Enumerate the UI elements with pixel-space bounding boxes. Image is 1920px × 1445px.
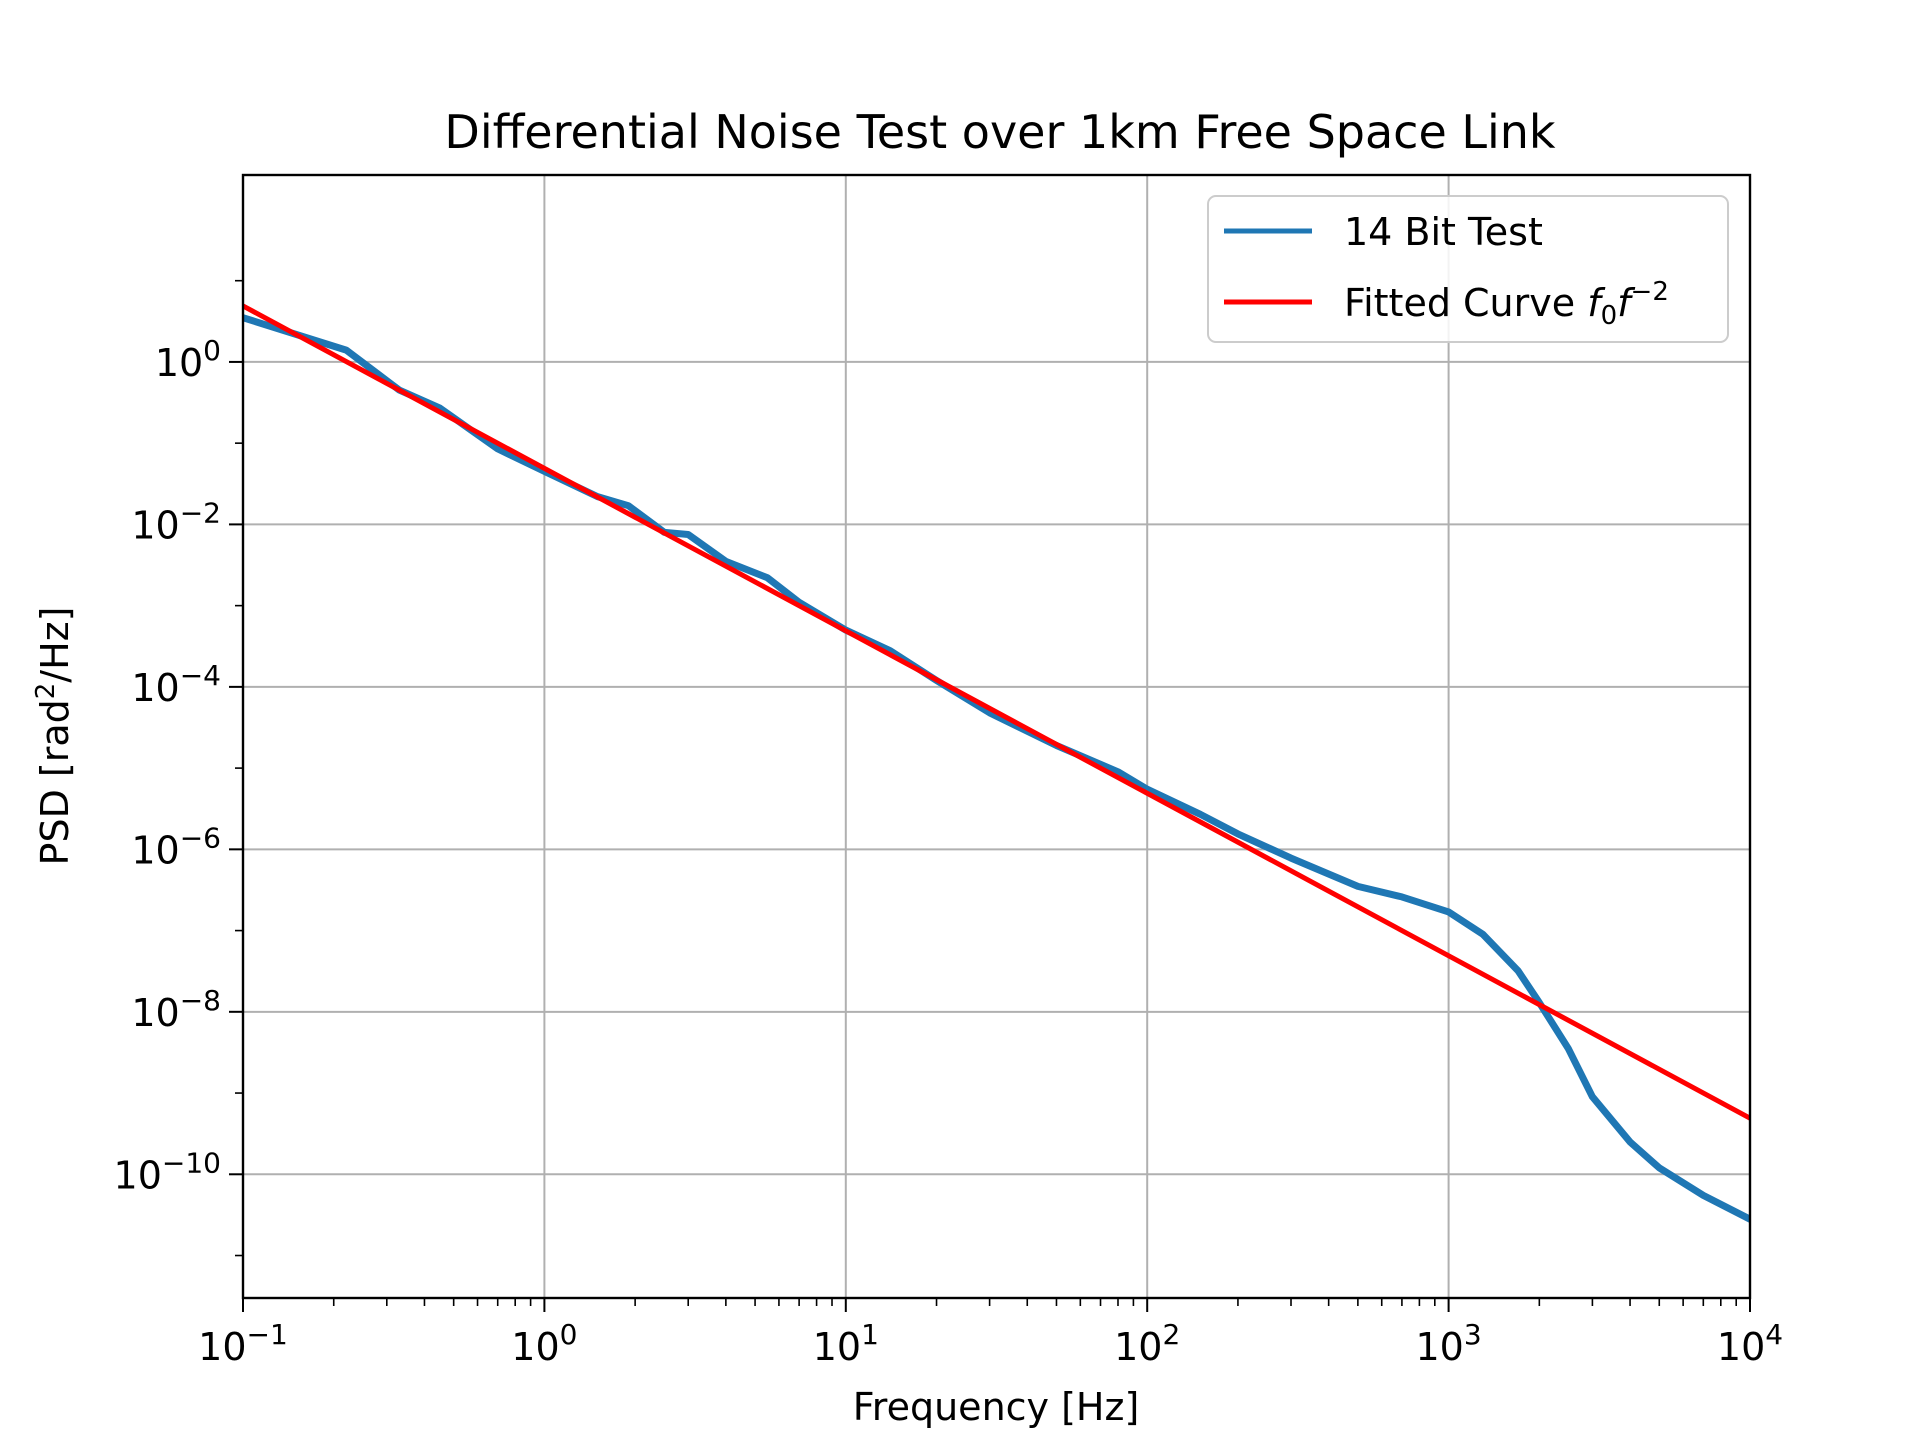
x-tick-label: 103 bbox=[1416, 1318, 1482, 1369]
x-axis-label: Frequency [Hz] bbox=[853, 1385, 1140, 1429]
y-tick-label: 10−8 bbox=[131, 984, 221, 1035]
y-tick-label: 10−2 bbox=[131, 496, 221, 547]
y-axis-label: PSD [rad2/Hz] bbox=[31, 607, 77, 866]
series-line-fitted-curve bbox=[243, 303, 1750, 1121]
series-layer bbox=[243, 303, 1750, 1223]
y-tick-label: 10−6 bbox=[131, 821, 221, 872]
grid bbox=[242, 175, 1751, 1298]
x-tick-label: 100 bbox=[511, 1318, 577, 1369]
y-tick-label: 10−10 bbox=[114, 1146, 221, 1197]
legend: 14 Bit Test Fitted Curve f0f−2 bbox=[1207, 195, 1729, 343]
y-tick-label: 10−4 bbox=[131, 659, 221, 710]
x-tick-label: 10−1 bbox=[198, 1318, 288, 1369]
y-tick-label: 100 bbox=[155, 334, 221, 385]
legend-label-fitted-curve: Fitted Curve f0f−2 bbox=[1344, 277, 1669, 331]
legend-label-14-bit-test: 14 Bit Test bbox=[1344, 210, 1543, 254]
x-tick-label: 102 bbox=[1114, 1318, 1180, 1369]
x-tick-label: 101 bbox=[813, 1318, 879, 1369]
x-tick-label: 104 bbox=[1717, 1318, 1783, 1369]
legend-box bbox=[1207, 195, 1729, 343]
plot-frame bbox=[241, 173, 1752, 1300]
chart-title: Differential Noise Test over 1km Free Sp… bbox=[444, 105, 1556, 159]
ticks: 10−1 100 101 102 103 104 100 10−2 10−4 10−6 10−8 10… bbox=[114, 279, 1783, 1369]
